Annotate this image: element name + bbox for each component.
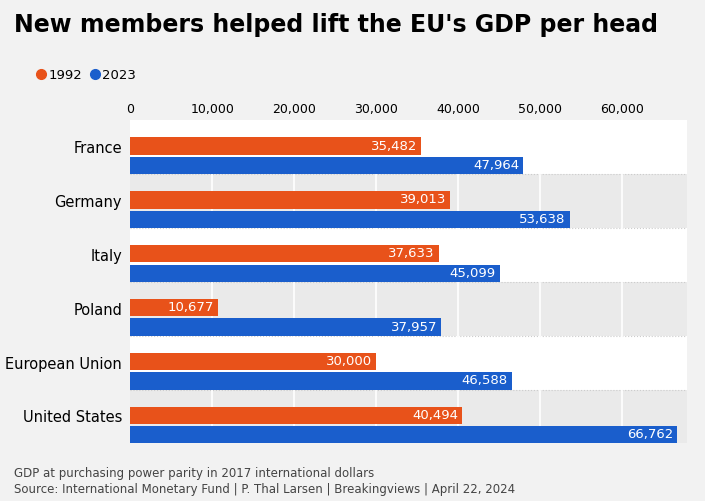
Text: 40,494: 40,494 (412, 409, 458, 422)
Bar (130, 228, 687, 282)
Text: 46,588: 46,588 (462, 374, 508, 387)
Bar (130, 174, 687, 228)
Text: New members helped lift the EU's GDP per head: New members helped lift the EU's GDP per… (14, 13, 658, 37)
Bar (130, 353, 376, 370)
Text: 37,957: 37,957 (391, 321, 437, 334)
Bar (130, 120, 687, 174)
Text: 30,000: 30,000 (326, 355, 372, 368)
Text: 47,964: 47,964 (473, 159, 519, 172)
Bar (130, 336, 687, 390)
Text: 45,099: 45,099 (450, 267, 496, 280)
Bar (130, 299, 218, 316)
Bar (130, 245, 439, 263)
Bar (130, 157, 523, 174)
Bar (130, 372, 512, 390)
Bar (130, 137, 421, 155)
Bar (130, 265, 500, 282)
Bar (130, 407, 462, 424)
Text: GDP at purchasing power parity in 2017 international dollars: GDP at purchasing power parity in 2017 i… (14, 467, 374, 480)
Text: 39,013: 39,013 (400, 193, 446, 206)
Bar (130, 426, 678, 443)
Text: 10,677: 10,677 (167, 301, 214, 314)
Bar (130, 390, 687, 443)
Bar (130, 191, 450, 208)
Bar (130, 319, 441, 336)
Bar (130, 211, 570, 228)
Text: 37,633: 37,633 (388, 247, 434, 261)
Text: 66,762: 66,762 (627, 428, 673, 441)
Legend: 1992, 2023: 1992, 2023 (34, 64, 141, 87)
Text: 35,482: 35,482 (371, 140, 417, 153)
Text: 53,638: 53,638 (520, 213, 565, 226)
Text: Source: International Monetary Fund | P. Thal Larsen | Breakingviews | April 22,: Source: International Monetary Fund | P.… (14, 483, 515, 496)
Bar (130, 282, 687, 336)
